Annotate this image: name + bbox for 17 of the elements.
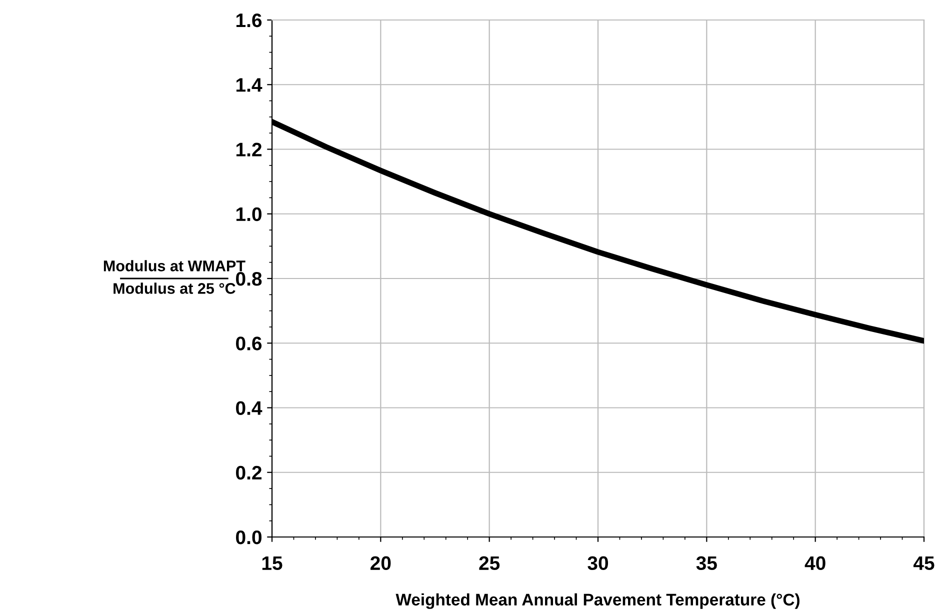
y-tick-label: 0.8 bbox=[236, 272, 262, 286]
y-tick-label: 0.0 bbox=[236, 530, 262, 544]
y-tick-label: 1.2 bbox=[236, 142, 262, 156]
x-tick-label: 45 bbox=[913, 556, 934, 570]
x-tick-label: 15 bbox=[262, 556, 282, 570]
y-tick-label: 1.0 bbox=[236, 207, 262, 222]
x-axis-title: Weighted Mean Annual Pavement Temperature (°C) bbox=[396, 593, 800, 609]
x-tick-label: 30 bbox=[588, 556, 608, 570]
x-tick-label: 40 bbox=[804, 556, 826, 570]
y-tick-label: 0.4 bbox=[236, 401, 262, 415]
x-tick-label: 35 bbox=[696, 556, 717, 570]
x-tick-label: 25 bbox=[479, 556, 500, 570]
x-tick-label: 20 bbox=[370, 556, 391, 570]
y-tick-label: 1.6 bbox=[236, 13, 262, 28]
y-tick-label: 1.4 bbox=[236, 78, 262, 92]
y-tick-label: 0.6 bbox=[236, 336, 262, 350]
y-tick-label: 0.2 bbox=[236, 466, 262, 480]
